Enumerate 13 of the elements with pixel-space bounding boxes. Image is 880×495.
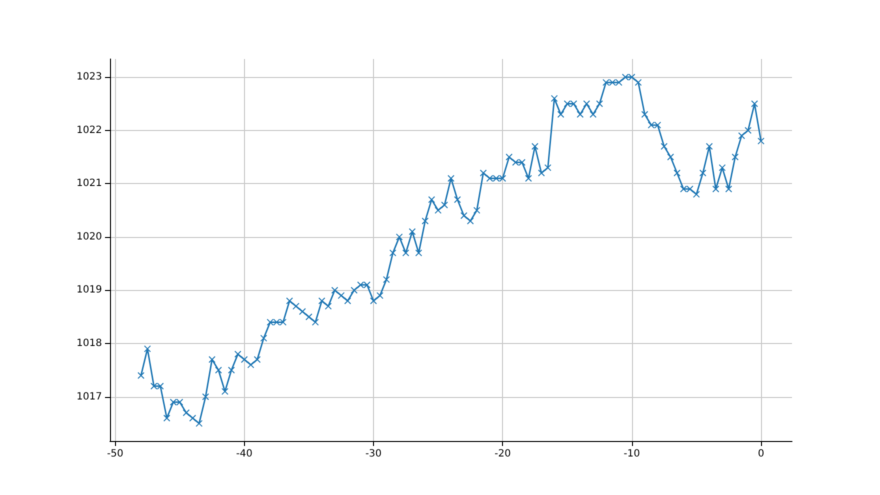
y-tick-label: 1023 [76,72,102,83]
y-tick-label: 1022 [76,124,102,136]
x-tick-label: -30 [365,448,382,460]
y-tick-label: 1017 [76,391,102,402]
x-tick-label: -10 [624,448,640,460]
x-tick-label: -40 [236,448,253,460]
x-tick-label: -50 [106,448,124,460]
y-tick-label: 1020 [76,231,102,242]
y-tick-label: 1021 [76,178,102,190]
y-tick-label: 1019 [76,284,102,296]
x-tick-label: -20 [494,448,511,460]
x-tick-label: 0 [758,448,764,460]
y-tick-label: 1018 [76,338,102,349]
